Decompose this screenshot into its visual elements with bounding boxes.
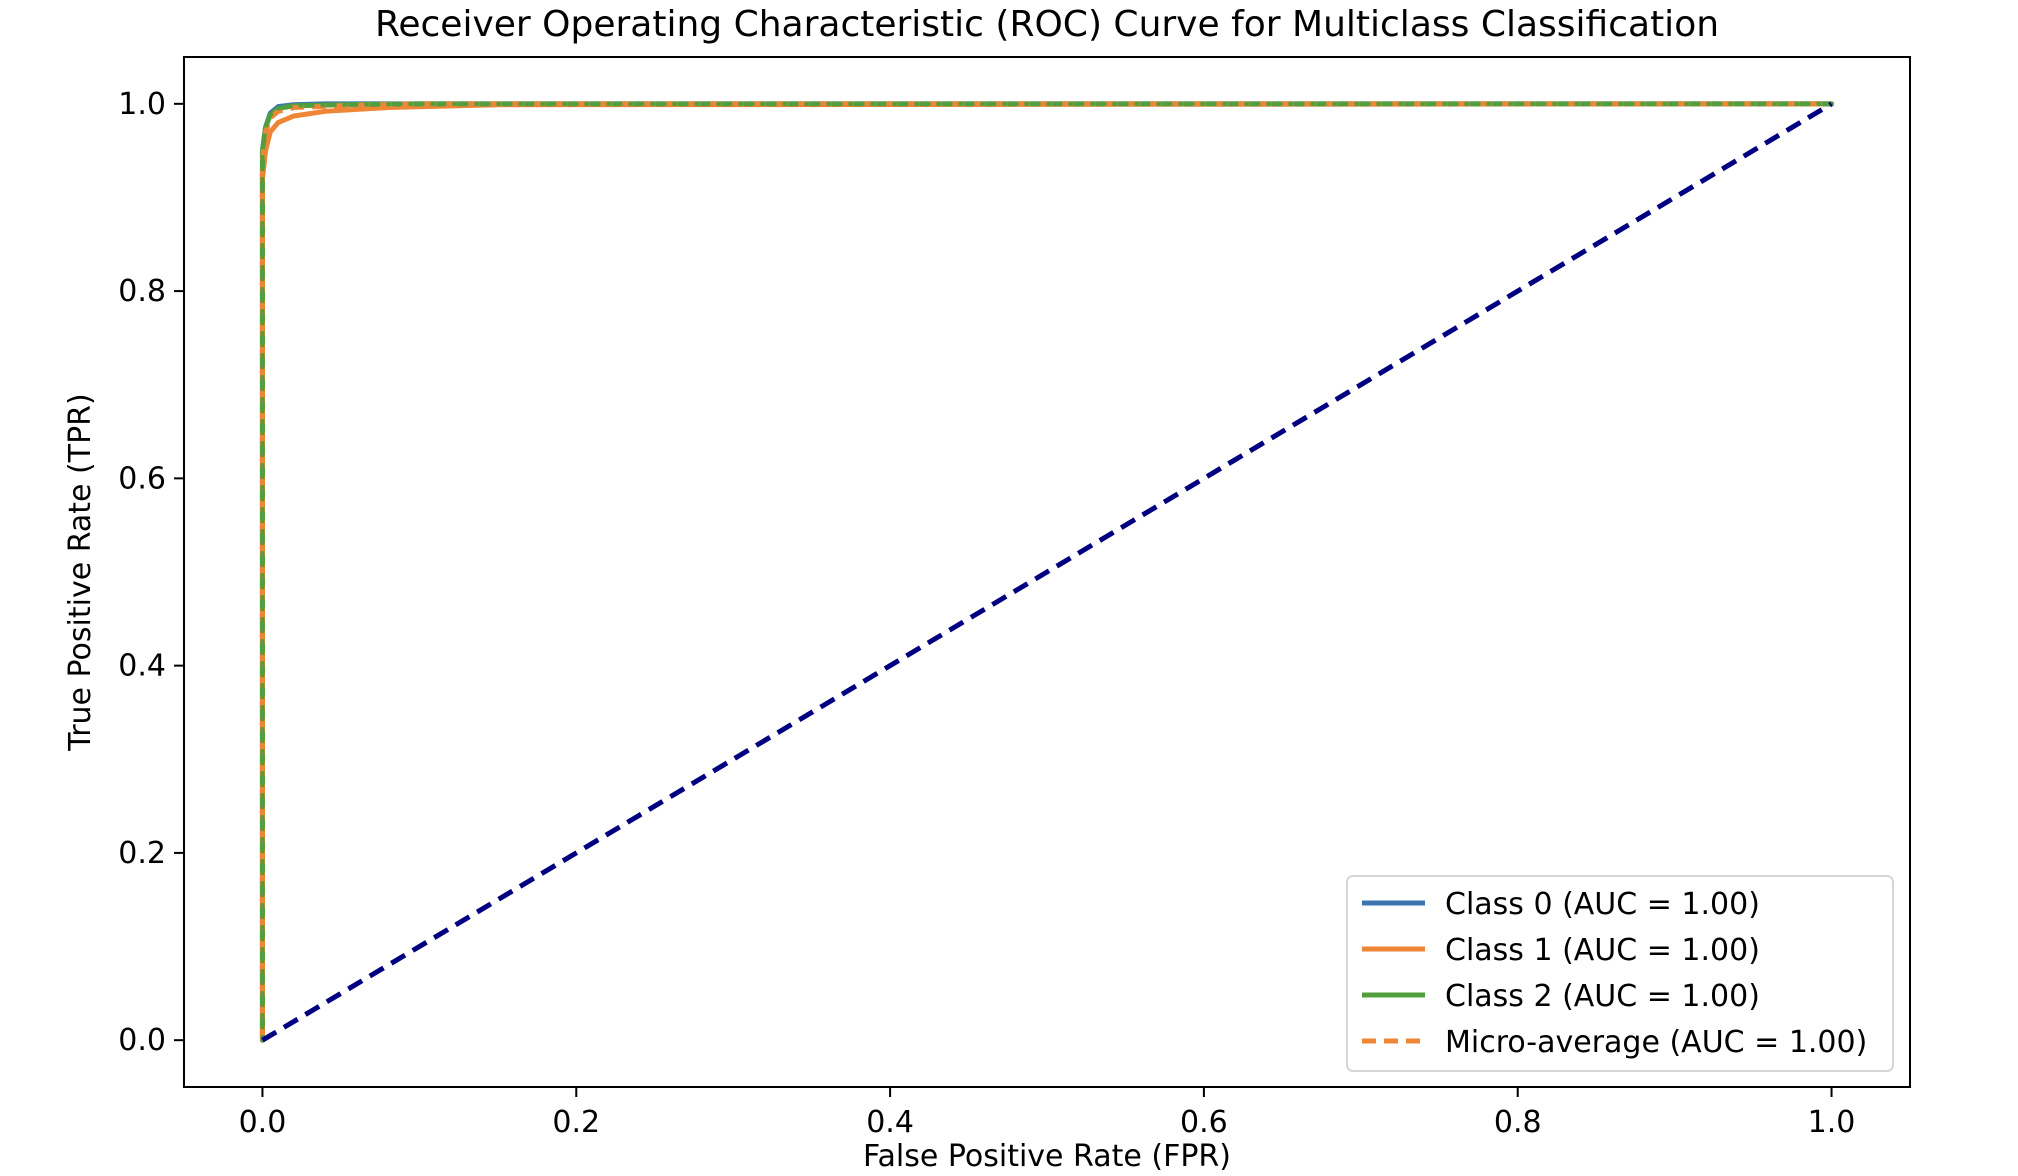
x-axis-title: False Positive Rate (FPR) (863, 1139, 1231, 1174)
y-tick-label: 0.6 (118, 461, 166, 496)
x-tick-label: 0.4 (866, 1105, 914, 1140)
x-tick-label: 0.2 (552, 1105, 600, 1140)
x-tick-label: 1.0 (1808, 1105, 1856, 1140)
legend-box (1346, 875, 1894, 1072)
legend-label-0: Class 0 (AUC = 1.00) (1445, 887, 1760, 922)
x-tick-label: 0.0 (239, 1105, 287, 1140)
y-tick-label: 0.2 (118, 836, 166, 871)
chart-title: Receiver Operating Characteristic (ROC) … (375, 4, 1719, 45)
y-ticks: 0.0 0.2 0.4 0.6 0.8 1.0 (118, 87, 184, 1058)
reference-line-group (261, 101, 1833, 1043)
legend-label-1: Class 1 (AUC = 1.00) (1445, 933, 1760, 968)
plot-frame (183, 56, 1911, 1088)
legend-label-2: Class 2 (AUC = 1.00) (1445, 979, 1760, 1014)
x-ticks: 0.0 0.2 0.4 0.6 0.8 1.0 (239, 1087, 1856, 1140)
y-tick-label: 1.0 (118, 87, 166, 122)
x-tick-label: 0.8 (1494, 1105, 1542, 1140)
y-tick-label: 0.0 (118, 1023, 166, 1058)
x-tick-label: 0.6 (1180, 1105, 1228, 1140)
legend-items: Class 0 (AUC = 1.00) Class 1 (AUC = 1.00)… (1362, 887, 1867, 1060)
y-axis-title: True Positive Rate (TPR) (63, 393, 98, 751)
legend-label-3: Micro-average (AUC = 1.00) (1445, 1025, 1867, 1060)
y-tick-label: 0.4 (118, 649, 166, 684)
series-overlay-dotted (260, 101, 1832, 1041)
y-tick-label: 0.8 (118, 274, 166, 309)
reference-diagonal-line (261, 101, 1833, 1043)
legend: Class 0 (AUC = 1.00) Class 1 (AUC = 1.00)… (1346, 875, 1894, 1072)
series-lines (259, 101, 1835, 1043)
